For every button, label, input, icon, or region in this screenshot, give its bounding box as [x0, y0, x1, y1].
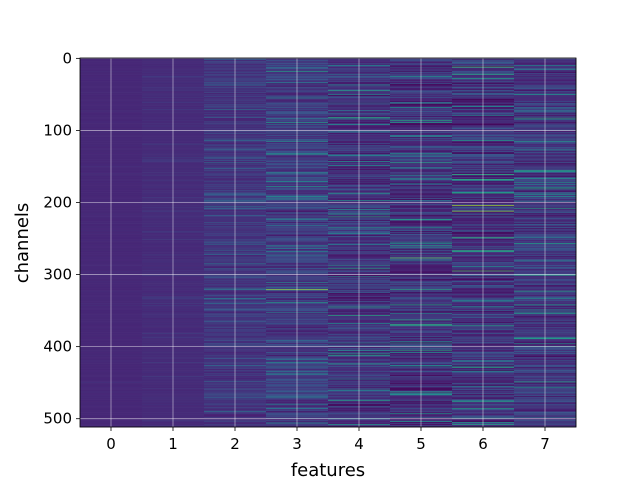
x-axis-label: features: [291, 460, 365, 480]
y-tick-label: 300: [43, 266, 72, 284]
x-tick-label: 7: [540, 435, 550, 453]
axes: [76, 57, 577, 431]
x-tick-label: 5: [416, 435, 426, 453]
heatmap-cells: [80, 58, 577, 428]
x-tick-label: 3: [292, 435, 302, 453]
x-tick-label: 6: [478, 435, 488, 453]
y-tick-label: 400: [43, 338, 72, 356]
x-tick-label: 0: [106, 435, 116, 453]
y-tick-label: 0: [62, 49, 72, 67]
y-tick-label: 100: [43, 121, 72, 139]
x-tick-label: 4: [354, 435, 364, 453]
y-tick-label: 200: [43, 194, 72, 212]
grid-lines: [80, 57, 576, 427]
tick-labels: 0 1 2 3 4 5 6 7 0 100 200 300 400 500: [43, 49, 549, 453]
x-tick-label: 2: [230, 435, 240, 453]
x-tick-label: 1: [168, 435, 178, 453]
y-tick-label: 500: [43, 410, 72, 428]
y-axis-label: channels: [12, 203, 33, 284]
plot-frame: [79, 57, 577, 428]
